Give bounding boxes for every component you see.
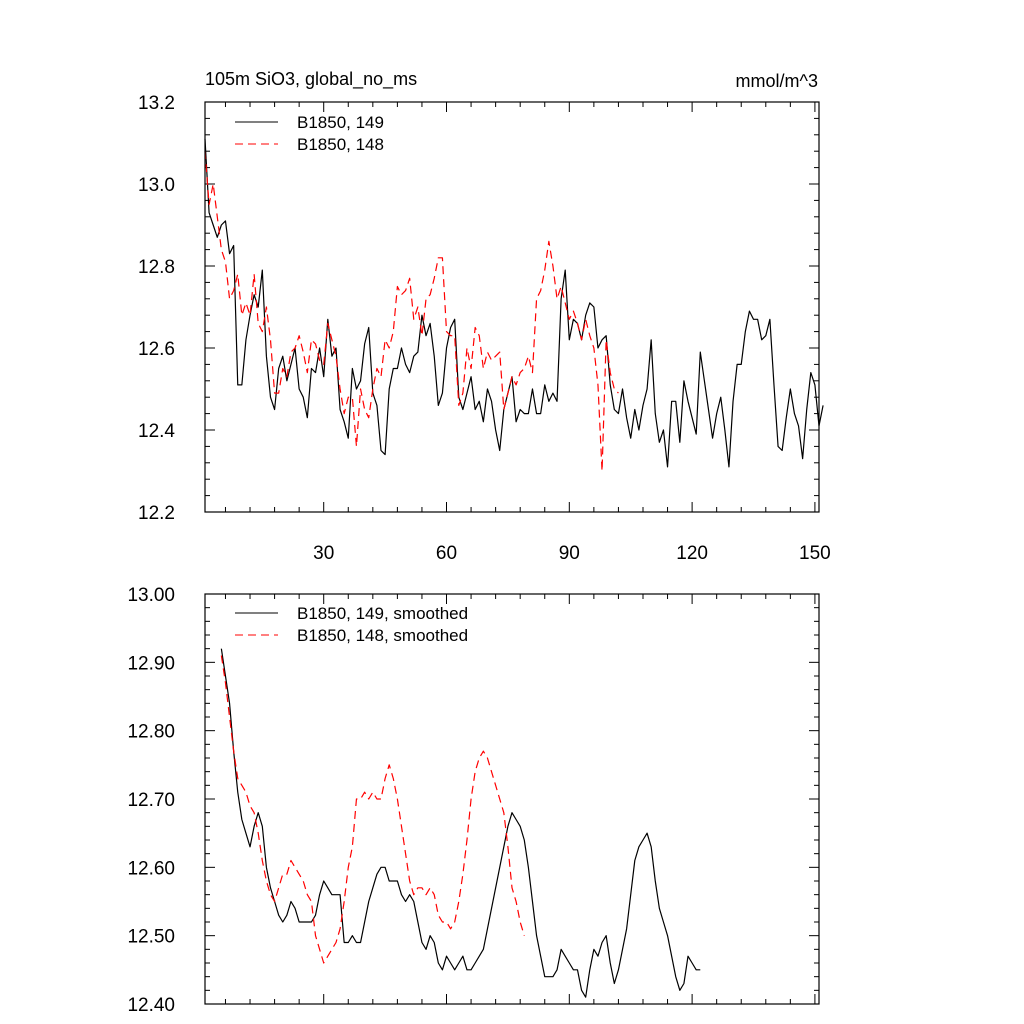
y-tick-label: 12.80 xyxy=(127,722,175,743)
axis-ticks xyxy=(205,593,819,1005)
plot-frame xyxy=(204,101,820,513)
y-tick-label: 12.50 xyxy=(127,927,175,948)
legend-label-149-smoothed: B1850, 149, smoothed xyxy=(297,604,468,623)
series-line-b1850-148 xyxy=(204,151,619,472)
series-line-b1850-148-smoothed xyxy=(220,655,525,964)
y-tick-label: 12.4 xyxy=(138,421,175,442)
y-tick-label: 12.70 xyxy=(127,790,175,811)
y-tick-label: 13.0 xyxy=(138,175,175,196)
panel-bottom: 12.40 12.50 12.60 12.70 12.80 12.90 13.00 B185… xyxy=(127,585,820,1016)
x-tick-label: 90 xyxy=(559,543,580,564)
x-tick-label: 120 xyxy=(676,543,708,564)
series-line-b1850-149 xyxy=(204,138,824,468)
y-tick-label: 12.8 xyxy=(138,257,175,278)
units-label: mmol/m^3 xyxy=(736,71,818,91)
legend: B1850, 149, smoothed B1850, 148, smoothe… xyxy=(235,604,468,645)
plot-area-bottom xyxy=(204,593,820,1005)
x-tick-label: 150 xyxy=(799,543,831,564)
y-tick-label: 12.6 xyxy=(138,339,175,360)
x-tick-labels: 30 60 90 120 150 xyxy=(313,543,831,564)
axis-ticks xyxy=(205,101,819,513)
y-tick-label: 12.2 xyxy=(138,503,175,524)
y-tick-labels: 12.40 12.50 12.60 12.70 12.80 12.90 13.00 xyxy=(127,585,175,1016)
chart-title: 105m SiO3, global_no_ms xyxy=(205,69,417,90)
legend-label-148-smoothed: B1850, 148, smoothed xyxy=(297,626,468,645)
series-lines xyxy=(204,138,824,472)
y-tick-labels: 12.2 12.4 12.6 12.8 13.0 13.2 xyxy=(138,93,175,524)
y-tick-label: 13.2 xyxy=(138,93,175,114)
y-tick-label: 12.60 xyxy=(127,858,175,879)
y-tick-label: 12.90 xyxy=(127,653,175,674)
series-line-b1850-149-smoothed xyxy=(220,648,701,998)
panel-top: 105m SiO3, global_no_ms mmol/m^3 12.212.… xyxy=(138,69,831,564)
y-tick-label: 13.00 xyxy=(127,585,175,606)
x-tick-label: 60 xyxy=(436,543,457,564)
x-tick-label: 30 xyxy=(313,543,334,564)
legend: B1850, 149 B1850, 148 xyxy=(235,113,384,154)
legend-label-148: B1850, 148 xyxy=(297,135,384,154)
plot-area-top xyxy=(204,101,824,513)
plot-frame xyxy=(204,593,820,1005)
series-lines xyxy=(220,648,701,998)
legend-label-149: B1850, 149 xyxy=(297,113,384,132)
y-tick-label: 12.40 xyxy=(127,995,175,1016)
